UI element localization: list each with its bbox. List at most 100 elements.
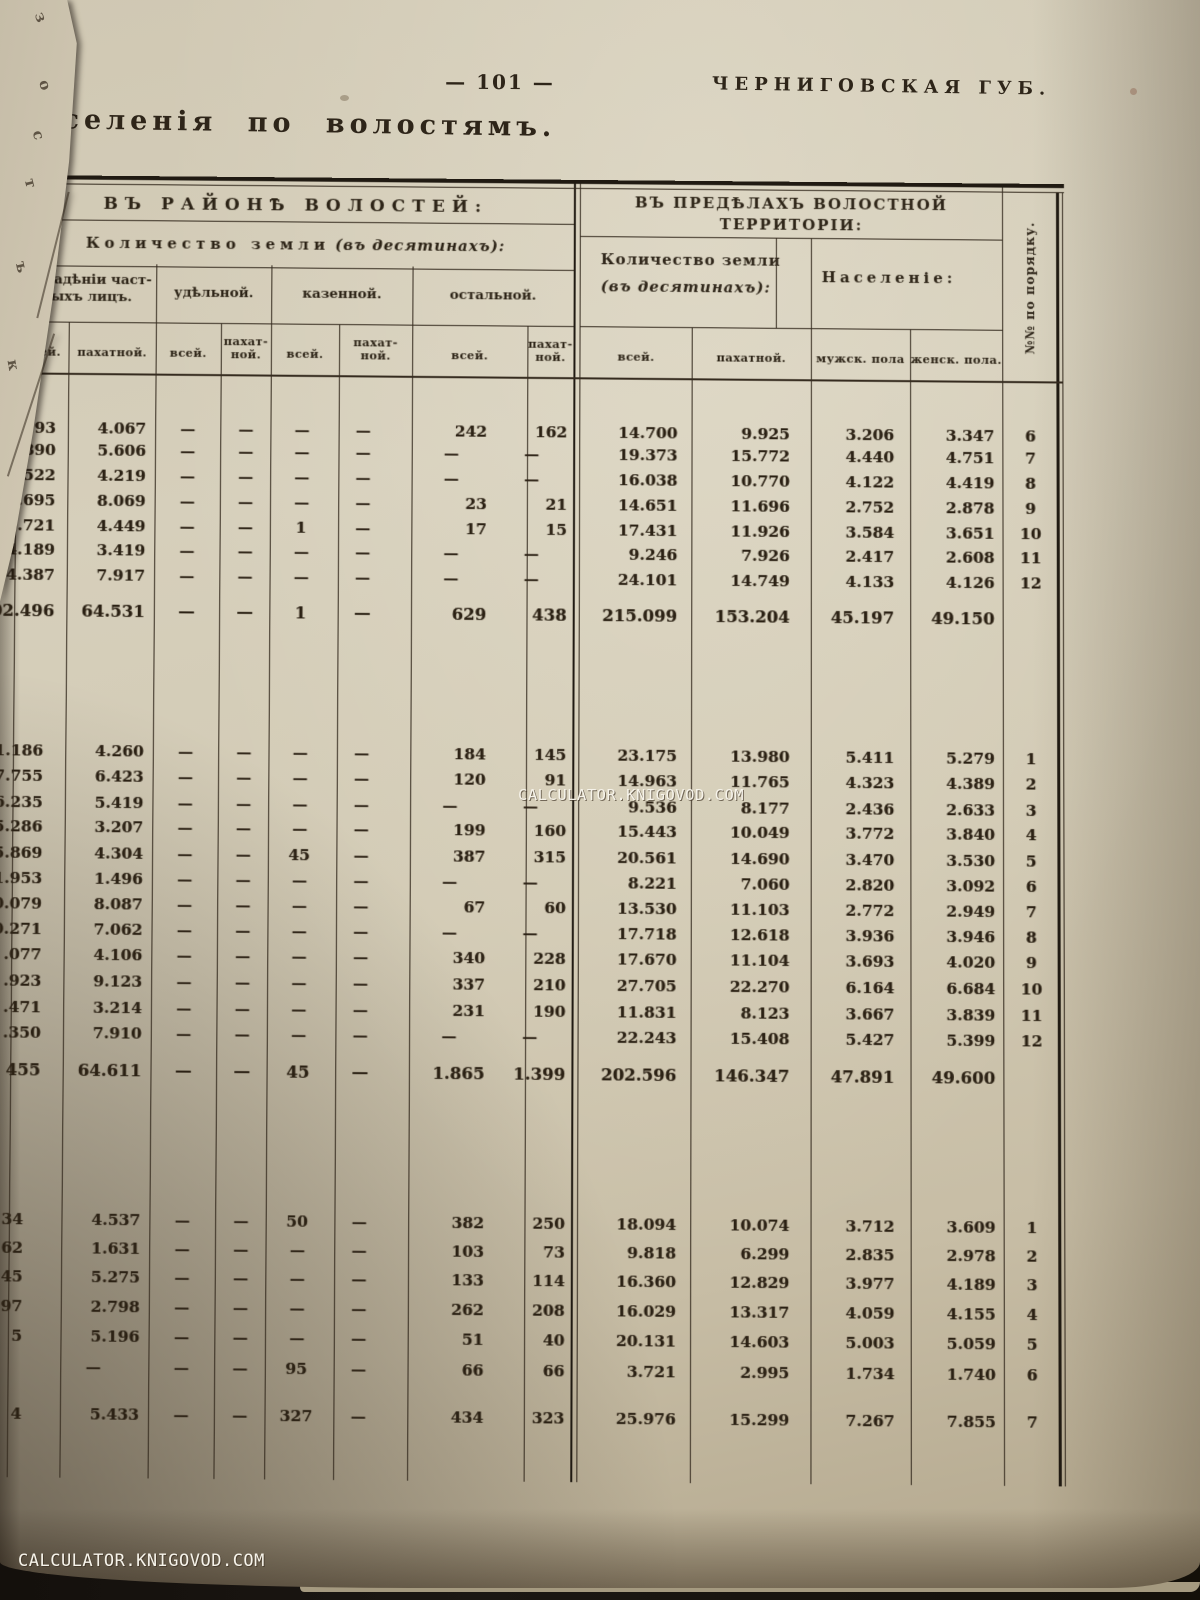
table-cell: 5 — [1025, 851, 1037, 871]
table-cell: — — [522, 924, 537, 943]
table-cell: 3.470 — [845, 849, 895, 870]
table-cell: 242 — [454, 421, 488, 441]
right-land-header: Количество земли (въ десятинахъ): — [601, 250, 781, 297]
table-cell: 1 — [294, 603, 307, 623]
table-cell: 2.978 — [946, 1245, 996, 1266]
table-cell: — — [354, 568, 370, 587]
table-cell: 49.600 — [931, 1067, 996, 1088]
table-cell: 9 — [1025, 498, 1037, 519]
table-cell: 228 — [533, 948, 566, 969]
col-header-female: женск. пола. — [910, 352, 1002, 367]
table-grid-line — [16, 372, 1064, 384]
table-cell: 5.003 — [845, 1332, 895, 1353]
col-header-vsey: всей. — [286, 346, 324, 362]
table-cell: — — [291, 922, 306, 941]
table-cell: 10.770 — [730, 471, 790, 491]
table-cell: 8 — [1025, 927, 1037, 947]
table-cell: 3.839 — [946, 1004, 996, 1025]
table-cell: — — [175, 1024, 191, 1044]
table-cell: 7.910 — [92, 1022, 142, 1043]
table-cell: 11.103 — [729, 899, 790, 920]
table-cell: 4.304 — [94, 843, 144, 863]
table-cell: — — [179, 566, 194, 586]
table-cell: 4.189 — [946, 1274, 996, 1295]
table-cell: 14.700 — [618, 422, 678, 443]
table-cell: 5.869 — [0, 842, 43, 863]
order-number-column: №№ по порядку. — [1021, 221, 1037, 355]
table-grid-line — [775, 237, 777, 328]
table-cell: 434 — [450, 1407, 484, 1427]
table-cell: 4.751 — [945, 447, 995, 468]
table-cell: 2 — [1026, 1246, 1038, 1266]
table-cell: 2.949 — [946, 901, 996, 922]
table-cell: 12.618 — [729, 924, 790, 945]
table-cell: 215.099 — [602, 605, 678, 626]
table-cell: 3.772 — [845, 823, 895, 844]
table-cell: 45 — [0, 1266, 23, 1286]
table-cell: 3.609 — [946, 1217, 996, 1237]
table-cell: 5.399 — [946, 1030, 996, 1051]
table-cell: — — [353, 603, 370, 624]
group-other: остальной. — [449, 286, 537, 304]
table-cell: 3.946 — [946, 926, 996, 947]
table-cell: — — [355, 519, 370, 538]
table-cell: 13.980 — [729, 746, 790, 767]
table-cell: 6 — [1025, 426, 1036, 446]
table-cell: 4.323 — [845, 772, 895, 793]
table-cell: — — [353, 922, 368, 941]
table-cell: 11.926 — [730, 521, 790, 542]
running-title: ЧЕРНИГОВСКАЯ ГУБ. — [711, 73, 1052, 100]
table-cell: 387 — [452, 846, 486, 866]
table-cell: 1 — [1025, 749, 1037, 769]
table-cell: — — [352, 1000, 367, 1020]
table-cell: — — [177, 844, 192, 864]
table-cell: 327 — [279, 1405, 313, 1426]
right-section-title: ВЪ ПРЕДѢЛАХЪ ВОЛОСТНОЙ ТЕРРИТОРІИ: — [581, 192, 1002, 238]
table-cell: — — [177, 742, 193, 761]
table-cell: 67 — [463, 897, 486, 917]
table-cell: 2.633 — [946, 799, 995, 820]
subtitle-note: (въ десятинахъ): — [335, 235, 506, 256]
table-cell: — — [237, 542, 252, 561]
table-cell: — — [237, 492, 253, 512]
table-cell: — — [352, 974, 367, 993]
table-cell: — — [179, 517, 194, 536]
table-cell: 66 — [461, 1360, 484, 1380]
table-cell: 20.131 — [615, 1330, 676, 1351]
table-cell: 1.496 — [93, 868, 143, 889]
table-cell: .923 — [3, 970, 42, 990]
table-cell: 1 — [1026, 1217, 1038, 1238]
table-cell: 49.150 — [931, 608, 995, 629]
table-cell: 199 — [452, 819, 486, 840]
table-cell: — — [294, 443, 309, 462]
table-cell: — — [355, 421, 370, 440]
table-cell: 20.561 — [616, 847, 677, 868]
table-cell: 62 — [0, 1237, 23, 1257]
table-cell: — — [293, 542, 308, 562]
table-cell: 15 — [545, 519, 567, 540]
table-cell: — — [233, 1211, 248, 1231]
col-header-pahatnoy: пахатной. — [716, 350, 787, 366]
table-cell: — — [237, 518, 252, 537]
table-cell: — — [173, 1327, 189, 1347]
table-cell: 7 — [1025, 448, 1036, 468]
table-cell: 4.122 — [845, 472, 895, 492]
table-cell: — — [291, 947, 306, 966]
table-cell: 7.267 — [845, 1410, 895, 1431]
right-title-line1: ВЪ ПРЕДѢЛАХЪ ВОЛОСТНОЙ — [634, 193, 948, 215]
col-header-pahatnoy: пахат- ной. — [353, 335, 398, 363]
table-cell: 2.835 — [845, 1244, 895, 1265]
table-cell: 66 — [542, 1360, 565, 1381]
table-cell: — — [294, 468, 309, 487]
group-udel: удѣльной. — [173, 284, 254, 302]
table-cell: — — [235, 870, 250, 890]
left-section-title: ВЪ РАЙОНѢ ВОЛОСТЕЙ: — [103, 193, 489, 218]
table-cell: 153.204 — [714, 606, 790, 627]
table-cell: 17.718 — [616, 923, 677, 944]
table-cell: 337 — [452, 974, 485, 994]
table-cell: 7 — [1025, 902, 1037, 922]
watermark-bottom: CALCULATOR.KNIGOVOD.COM — [18, 1551, 265, 1571]
table-cell: 3.693 — [845, 951, 895, 971]
table-cell: — — [353, 897, 368, 916]
